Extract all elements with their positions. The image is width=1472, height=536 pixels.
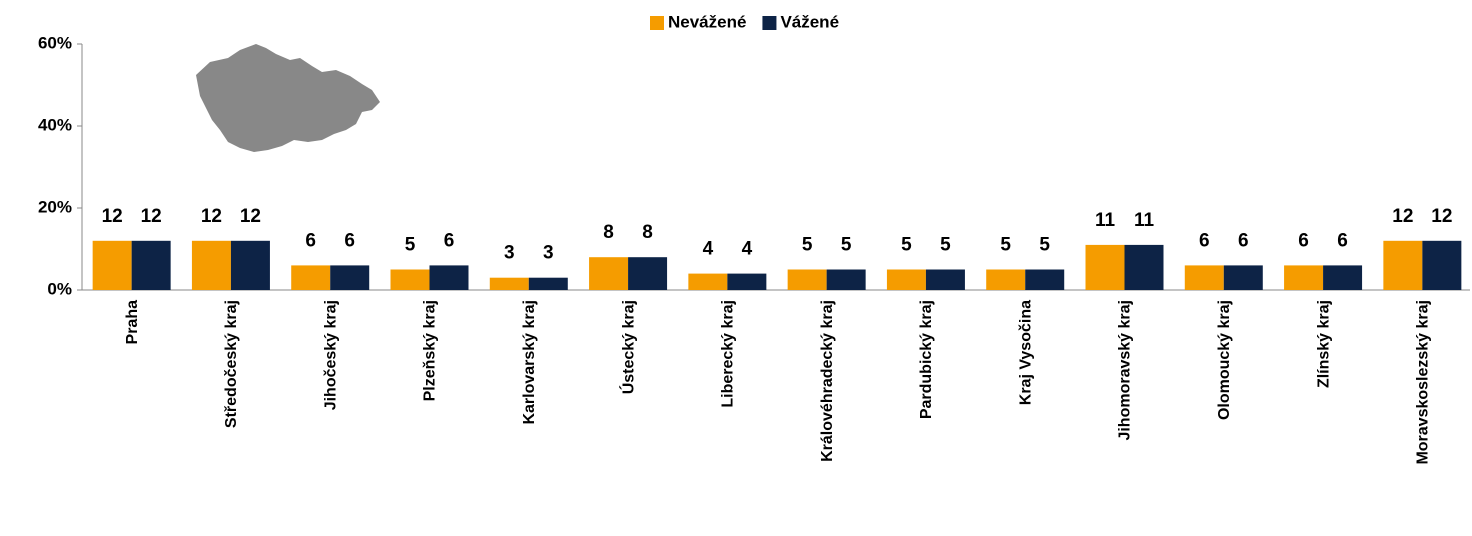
x-tick-label: Pardubický kraj [918,300,935,419]
bar [191,240,231,290]
x-tick-label: Praha [124,300,141,345]
bar [688,273,728,290]
data-label: 6 [1199,230,1210,251]
x-tick-label: Jihomoravský kraj [1117,300,1134,441]
bar [1323,265,1363,290]
bar [528,277,568,290]
bar [1124,244,1164,290]
data-label: 4 [742,239,753,260]
data-label: 6 [305,230,316,251]
data-label: 11 [1095,210,1116,231]
bar [986,269,1026,290]
bar [1184,265,1224,290]
x-tick-label: Olomoucký kraj [1216,300,1233,420]
legend-swatch [762,16,777,30]
x-tick-label: Středočeský kraj [223,300,240,428]
data-label: 3 [504,243,515,264]
data-label: 6 [1298,230,1309,251]
x-tick-label: Královéhradecký kraj [819,300,836,462]
x-tick-label: Jihočeský kraj [322,300,339,410]
data-label: 5 [901,235,912,256]
x-tick-label: Kraj Vysočina [1017,300,1034,405]
bar [429,265,469,290]
x-tick-label: Plzeňský kraj [422,300,439,401]
bar [489,277,529,290]
bar [230,240,270,290]
bar [628,257,668,290]
map-icon [196,44,380,152]
bar [1223,265,1263,290]
bar [826,269,866,290]
bar [1422,240,1462,290]
y-tick-label: 20% [38,197,72,216]
bar [727,273,767,290]
bar [330,265,370,290]
bar [1085,244,1125,290]
bar [1383,240,1423,290]
x-tick-label: Moravskoslezský kraj [1415,300,1432,465]
data-label: 12 [1431,206,1452,227]
data-label: 6 [444,230,455,251]
data-label: 5 [940,235,951,256]
data-label: 6 [1238,230,1249,251]
x-tick-label: Karlovarský kraj [521,300,538,425]
bar [1284,265,1324,290]
data-label: 6 [344,230,355,251]
data-label: 5 [1039,235,1050,256]
y-tick-label: 40% [38,115,72,134]
data-label: 8 [642,222,653,243]
data-label: 11 [1134,210,1155,231]
bar [92,240,132,290]
bar [291,265,331,290]
bar [1025,269,1065,290]
data-label: 12 [240,206,261,227]
x-tick-label: Ústecký kraj [618,300,637,394]
y-tick-label: 0% [47,279,72,298]
data-label: 5 [802,235,813,256]
bar [589,257,629,290]
data-label: 4 [703,239,714,260]
bar [131,240,171,290]
data-label: 3 [543,243,554,264]
bar [390,269,430,290]
data-label: 12 [102,206,123,227]
data-label: 12 [1392,206,1413,227]
data-label: 12 [201,206,222,227]
x-tick-label: Zlínský kraj [1315,300,1332,388]
x-tick-label: Liberecký kraj [720,300,737,408]
legend-swatch [650,16,664,30]
legend-label: Nevážené [668,12,746,31]
data-label: 8 [603,222,614,243]
bar [886,269,926,290]
data-label: 6 [1337,230,1348,251]
legend-label: Vážené [780,12,839,31]
bar [787,269,827,290]
data-label: 5 [841,235,852,256]
data-label: 5 [1000,235,1011,256]
data-label: 5 [405,235,416,256]
y-tick-label: 60% [38,33,72,52]
data-label: 12 [141,206,162,227]
bar [925,269,965,290]
